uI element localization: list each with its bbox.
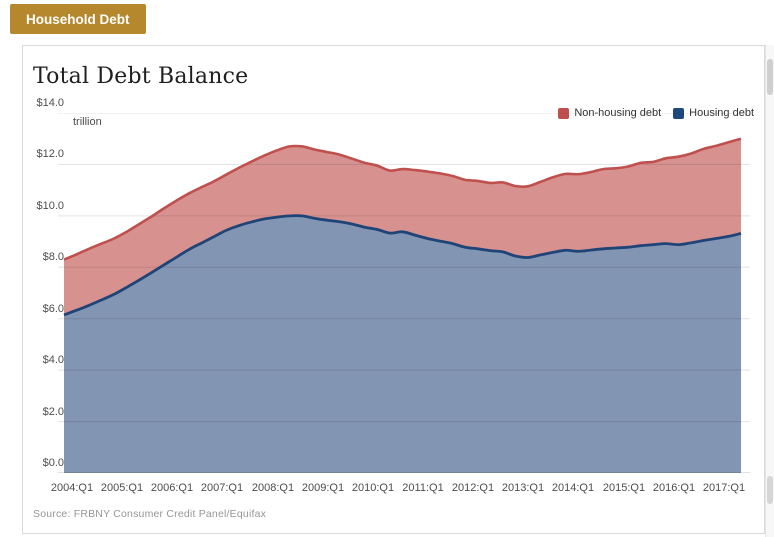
y-tick-label: $4.0: [42, 354, 64, 366]
stacked-area-chart[interactable]: [58, 113, 750, 473]
x-tick-label: 2005:Q1: [100, 482, 144, 494]
legend-swatch-icon: [558, 107, 570, 119]
chart-title: Total Debt Balance: [33, 64, 249, 89]
x-tick-label: 2004:Q1: [50, 482, 94, 494]
y-tick-label: $10.0: [36, 200, 64, 212]
legend-label: Non-housing debt: [574, 107, 662, 119]
legend-swatch-icon: [673, 107, 685, 119]
y-tick-label: $0.0: [42, 457, 64, 469]
x-tick-label: 2016:Q1: [652, 482, 696, 494]
x-tick-label: 2008:Q1: [251, 482, 295, 494]
scrollbar-thumb[interactable]: [767, 59, 773, 95]
chart-legend: Non-housing debt Housing debt: [558, 107, 754, 119]
scrollbar-thumb[interactable]: [767, 476, 773, 504]
nonhousing-debt-line: [63, 137, 742, 261]
legend-item-housing-debt[interactable]: Housing debt: [673, 107, 754, 119]
y-tick-label: $6.0: [42, 303, 64, 315]
y-tick-label: $8.0: [42, 251, 64, 263]
x-tick-label: 2014:Q1: [551, 482, 595, 494]
x-tick-label: 2010:Q1: [351, 482, 395, 494]
x-tick-label: 2006:Q1: [150, 482, 194, 494]
scrollbar-track[interactable]: [765, 45, 774, 537]
housing-debt-line: [63, 214, 742, 317]
legend-item-non-housing-debt[interactable]: Non-housing debt: [558, 107, 661, 119]
x-tick-label: 2013:Q1: [501, 482, 545, 494]
x-tick-label: 2012:Q1: [451, 482, 495, 494]
y-tick-label: $14.0: [36, 97, 64, 109]
y-axis-unit-label: trillion: [73, 116, 102, 128]
household-debt-tab[interactable]: Household Debt: [10, 4, 146, 34]
y-tick-label: $12.0: [36, 148, 64, 160]
legend-label: Housing debt: [689, 107, 754, 119]
y-tick-label: $2.0: [42, 406, 64, 418]
x-tick-label: 2011:Q1: [402, 482, 444, 494]
x-tick-label: 2017:Q1: [702, 482, 746, 494]
x-tick-label: 2015:Q1: [602, 482, 646, 494]
x-tick-label: 2009:Q1: [301, 482, 345, 494]
source-note: Source: FRBNY Consumer Credit Panel/Equi…: [33, 508, 267, 520]
x-tick-label: 2007:Q1: [200, 482, 244, 494]
housing-debt-area: [64, 215, 741, 473]
